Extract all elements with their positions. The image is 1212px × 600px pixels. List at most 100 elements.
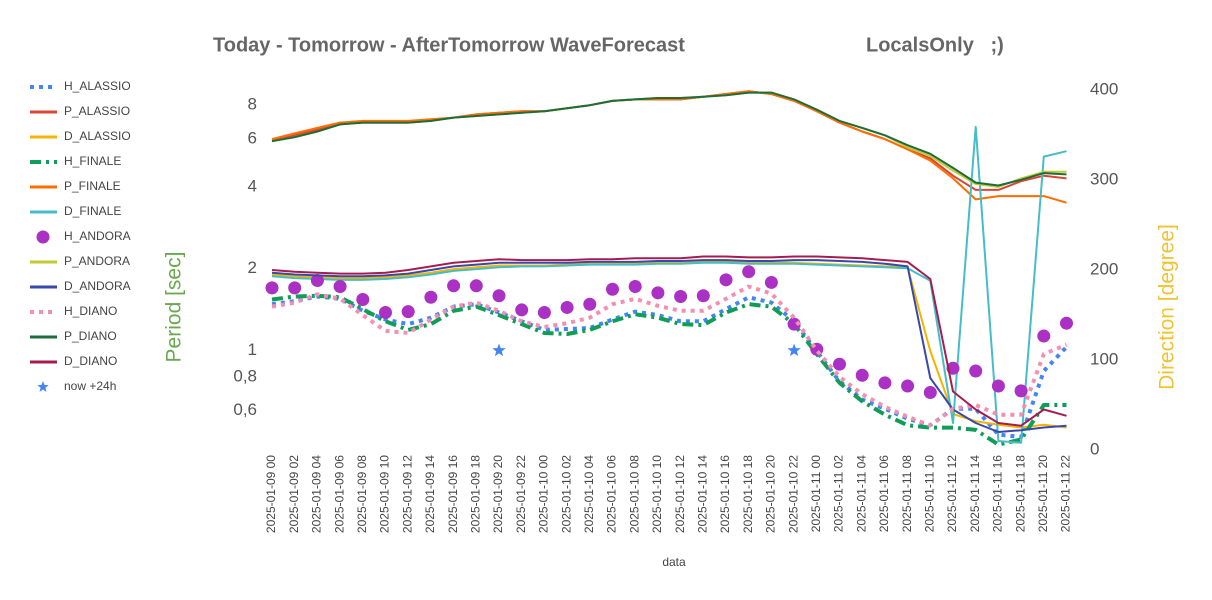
data-point (923, 386, 937, 400)
data-point (1014, 384, 1028, 398)
data-point (379, 305, 392, 319)
x-tick-label: 2025-01-09 10 (378, 455, 392, 533)
x-tick-label: 2025-01-10 20 (764, 455, 778, 533)
legend-label: H_ANDORA (64, 229, 131, 243)
data-point (401, 305, 415, 319)
data-point (469, 279, 483, 293)
star-marker (787, 343, 801, 357)
legend-label: now +24h (64, 379, 116, 393)
legend-label: D_ANDORA (64, 279, 131, 293)
x-tick-label: 2025-01-10 10 (650, 455, 664, 533)
x-tick-label: 2025-01-10 00 (537, 455, 551, 533)
x-tick-label: 2025-01-11 00 (809, 455, 823, 533)
data-point (878, 376, 892, 390)
series-line (271, 293, 1067, 447)
x-tick-label: 2025-01-10 04 (582, 455, 596, 533)
data-point (764, 275, 778, 289)
x-tick-label: 2025-01-09 02 (287, 455, 301, 533)
x-tick-label: 2025-01-10 02 (559, 455, 573, 533)
x-tick-label: 2025-01-11 12 (945, 455, 959, 533)
x-tick-label: 2025-01-10 12 (673, 455, 687, 533)
legend-label: P_ANDORA (64, 254, 130, 268)
y-tick-label: 8 (248, 95, 257, 114)
x-tick-label: 2025-01-09 04 (310, 455, 324, 533)
data-point (606, 282, 619, 296)
y2-tick-label: 100 (1090, 349, 1118, 368)
data-point (833, 357, 846, 371)
data-point (696, 289, 710, 303)
data-point (265, 281, 279, 295)
y-tick-label: 0,8 (233, 366, 257, 385)
legend-label: D_ALASSIO (64, 129, 131, 143)
y2-tick-label: 300 (1090, 169, 1118, 188)
data-point (787, 317, 801, 331)
x-tick-label: 2025-01-11 16 (991, 455, 1005, 533)
data-point (991, 379, 1005, 393)
data-point (1037, 329, 1051, 343)
series-line (271, 255, 1067, 427)
x-tick-label: 2025-01-09 00 (264, 455, 278, 533)
data-point (537, 305, 551, 319)
legend-label: H_ALASSIO (64, 79, 131, 93)
series-line (271, 125, 1067, 444)
legend-icon (37, 381, 49, 392)
x-tick-label: 2025-01-10 16 (718, 455, 732, 533)
x-tick-label: 2025-01-10 08 (627, 455, 641, 533)
y2-tick-label: 400 (1090, 79, 1118, 98)
x-tick-label: 2025-01-09 06 (332, 455, 346, 533)
series-line (271, 259, 1067, 433)
legend-label: D_FINALE (64, 204, 121, 218)
legend-label: P_ALASSIO (64, 104, 130, 118)
x-tick-label: 2025-01-10 22 (786, 455, 800, 533)
data-point (492, 289, 506, 303)
x-axis-label: data (662, 555, 686, 569)
data-point (742, 265, 756, 279)
data-point (969, 364, 983, 378)
legend-label: H_FINALE (64, 154, 121, 168)
data-point (560, 300, 574, 314)
legend-label: D_DIANO (64, 354, 117, 368)
x-tick-label: 2025-01-11 20 (1036, 455, 1050, 533)
data-point (651, 286, 665, 300)
legend-label: P_DIANO (64, 329, 117, 343)
x-tick-label: 2025-01-10 18 (741, 455, 755, 533)
x-tick-label: 2025-01-11 14 (968, 455, 982, 533)
data-point (901, 379, 915, 393)
x-tick-label: 2025-01-11 08 (900, 455, 914, 533)
legend-label: P_FINALE (64, 179, 121, 193)
data-point (424, 290, 438, 304)
legend-icon (36, 230, 50, 244)
data-point (447, 279, 461, 293)
x-tick-label: 2025-01-09 14 (423, 455, 437, 533)
series-line (271, 284, 1068, 428)
x-tick-label: 2025-01-11 02 (832, 455, 846, 533)
data-point (674, 290, 688, 304)
y-tick-label: 1 (248, 340, 257, 359)
data-point (356, 293, 370, 307)
star-marker (492, 343, 506, 357)
y-tick-label: 6 (248, 129, 257, 148)
series-line (271, 90, 1067, 204)
x-tick-label: 2025-01-10 06 (605, 455, 619, 533)
chart-subtitle: LocalsOnly ;) (866, 34, 1004, 56)
x-tick-label: 2025-01-09 08 (355, 455, 369, 533)
data-point (628, 279, 642, 293)
data-point (583, 297, 597, 311)
x-tick-label: 2025-01-09 18 (468, 455, 482, 533)
x-tick-label: 2025-01-09 22 (514, 455, 528, 533)
x-tick-label: 2025-01-11 06 (877, 455, 891, 533)
y2-tick-label: 200 (1090, 259, 1118, 278)
data-point (288, 281, 302, 295)
y-tick-label: 4 (248, 176, 257, 195)
x-tick-label: 2025-01-09 20 (491, 455, 505, 533)
data-point (1060, 316, 1073, 330)
x-tick-label: 2025-01-09 12 (400, 455, 414, 533)
x-tick-label: 2025-01-11 18 (1013, 455, 1027, 533)
x-tick-label: 2025-01-11 10 (922, 455, 936, 533)
y2-tick-label: 0 (1090, 439, 1099, 458)
x-tick-label: 2025-01-09 16 (446, 455, 460, 533)
data-point (855, 368, 869, 382)
y2-axis-label: Direction [degree] (1156, 224, 1179, 390)
data-point (719, 273, 733, 287)
